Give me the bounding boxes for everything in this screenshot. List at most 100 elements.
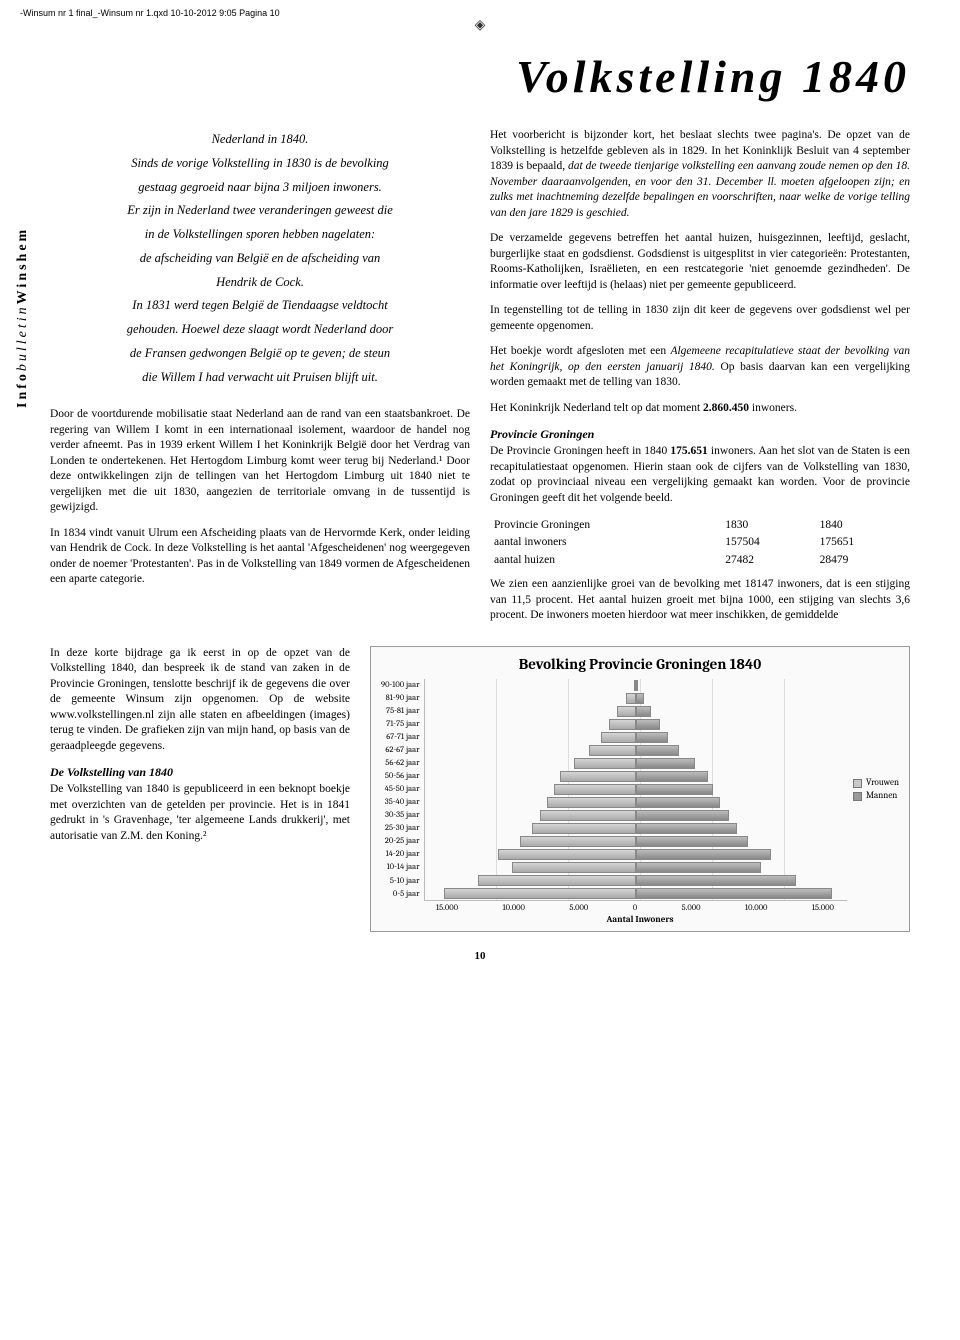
bar-mannen	[636, 875, 797, 886]
bar-vrouwen	[512, 862, 636, 873]
body-paragraph: De Volkstelling van 1840 is gepubliceerd…	[50, 782, 350, 844]
table-cell: 27482	[721, 552, 815, 570]
bar-row	[425, 705, 848, 718]
bar-row	[425, 822, 848, 835]
body-paragraph: Door de voortdurende mobilisatie staat N…	[50, 407, 470, 516]
body-paragraph: Het voorbericht is bijzonder kort, het b…	[490, 128, 910, 221]
left-column: Nederland in 1840.Sinds de vorige Volkst…	[50, 128, 470, 634]
y-tick-label: 71-75 jaar	[381, 718, 420, 731]
bar-vrouwen	[609, 719, 636, 730]
bar-vrouwen	[540, 810, 636, 821]
table-cell: 28479	[816, 552, 910, 570]
bar-mannen	[636, 862, 761, 873]
table-row: Provincie Groningen18301840	[490, 517, 910, 535]
bar-row	[425, 783, 848, 796]
bar-row	[425, 757, 848, 770]
y-tick-label: 20-25 jaar	[381, 835, 420, 848]
body-paragraph: In tegenstelling tot de telling in 1830 …	[490, 303, 910, 334]
section-heading: De Volkstelling van 1840	[50, 764, 350, 780]
page-content: Volkstelling 1840 InfobulletinWinshem Ne…	[0, 30, 960, 982]
body-paragraph: De verzamelde gegevens betreffen het aan…	[490, 231, 910, 293]
legend-swatch	[853, 779, 862, 788]
intro-paragraph: Nederland in 1840.Sinds de vorige Volkst…	[50, 128, 470, 389]
bar-mannen	[636, 849, 771, 860]
y-tick-label: 14-20 jaar	[381, 848, 420, 861]
right-column: Het voorbericht is bijzonder kort, het b…	[490, 128, 910, 634]
body-paragraph: We zien een aanzienlijke groei van de be…	[490, 577, 910, 624]
table-cell: Provincie Groningen	[490, 517, 721, 535]
chart-body: 90-100 jaar81-90 jaar75-81 jaar71-75 jaa…	[381, 679, 899, 901]
y-tick-label: 5-10 jaar	[381, 875, 420, 888]
table-cell: 1840	[816, 517, 910, 535]
bar-row	[425, 861, 848, 874]
bar-vrouwen	[617, 706, 635, 717]
bar-vrouwen	[601, 732, 636, 743]
bar-vrouwen	[520, 836, 635, 847]
x-tick-label: 10.000	[745, 903, 767, 913]
bar-row	[425, 770, 848, 783]
bar-mannen	[636, 823, 737, 834]
bar-row	[425, 796, 848, 809]
crop-mark-top: ◈	[0, 22, 960, 30]
bar-mannen	[636, 745, 680, 756]
bars-area	[424, 679, 848, 901]
bar-vrouwen	[560, 771, 636, 782]
bar-vrouwen	[478, 875, 636, 886]
bar-row	[425, 718, 848, 731]
y-tick-label: 90-100 jaar	[381, 679, 420, 692]
chart-legend: Vrouwen Mannen	[847, 775, 899, 804]
bar-row	[425, 731, 848, 744]
province-table: Provincie Groningen18301840aantal inwone…	[490, 517, 910, 570]
table-cell: 157504	[721, 534, 815, 552]
bar-mannen	[636, 758, 695, 769]
y-tick-label: 67-71 jaar	[381, 731, 420, 744]
bar-mannen	[636, 888, 832, 899]
x-tick-label: 15.000	[812, 903, 834, 913]
x-axis-ticks: 15.00010.0005.00005.00010.00015.000	[436, 903, 834, 913]
legend-item: Mannen	[853, 791, 899, 801]
table-cell: 175651	[816, 534, 910, 552]
chart-title: Bevolking Provincie Groningen 1840	[381, 655, 899, 673]
y-tick-label: 45-50 jaar	[381, 783, 420, 796]
sidebar-l3: Winshem	[15, 227, 30, 305]
bar-vrouwen	[532, 823, 636, 834]
bar-vrouwen	[589, 745, 635, 756]
bar-mannen	[636, 784, 713, 795]
table-cell: 1830	[721, 517, 815, 535]
body-paragraph: In deze korte bijdrage ga ik eerst in op…	[50, 646, 350, 755]
y-tick-label: 0-5 jaar	[381, 888, 420, 901]
y-tick-label: 35-40 jaar	[381, 796, 420, 809]
bar-mannen	[636, 680, 638, 691]
y-tick-label: 25-30 jaar	[381, 822, 420, 835]
body-paragraph: De Provincie Groningen heeft in 1840 175…	[490, 444, 910, 506]
lower-left-column: In deze korte bijdrage ga ik eerst in op…	[50, 646, 350, 932]
legend-label: Vrouwen	[866, 778, 899, 788]
bar-mannen	[636, 693, 644, 704]
bar-row	[425, 679, 848, 692]
bar-mannen	[636, 836, 749, 847]
lower-section: In deze korte bijdrage ga ik eerst in op…	[50, 646, 910, 932]
bar-vrouwen	[626, 693, 636, 704]
bar-row	[425, 692, 848, 705]
legend-item: Vrouwen	[853, 778, 899, 788]
sidebar-l2: bulletin	[15, 304, 30, 371]
legend-label: Mannen	[866, 791, 897, 801]
bar-row	[425, 835, 848, 848]
body-paragraph: In 1834 vindt vanuit Ulrum een Afscheidi…	[50, 526, 470, 588]
legend-swatch	[853, 792, 862, 801]
x-tick-label: 15.000	[436, 903, 458, 913]
bar-vrouwen	[554, 784, 636, 795]
bar-mannen	[636, 771, 708, 782]
table-row: aantal huizen2748228479	[490, 552, 910, 570]
population-pyramid-chart: Bevolking Provincie Groningen 1840 90-10…	[370, 646, 910, 932]
bar-vrouwen	[574, 758, 636, 769]
bar-mannen	[636, 810, 729, 821]
y-tick-label: 75-81 jaar	[381, 705, 420, 718]
bar-row	[425, 887, 848, 900]
x-tick-label: 5.000	[682, 903, 701, 913]
body-paragraph: Het Koninkrijk Nederland telt op dat mom…	[490, 401, 910, 417]
para-text: Het boekje wordt afgesloten met een	[490, 345, 670, 357]
y-tick-label: 50-56 jaar	[381, 770, 420, 783]
bar-mannen	[636, 706, 651, 717]
bar-vrouwen	[547, 797, 636, 808]
